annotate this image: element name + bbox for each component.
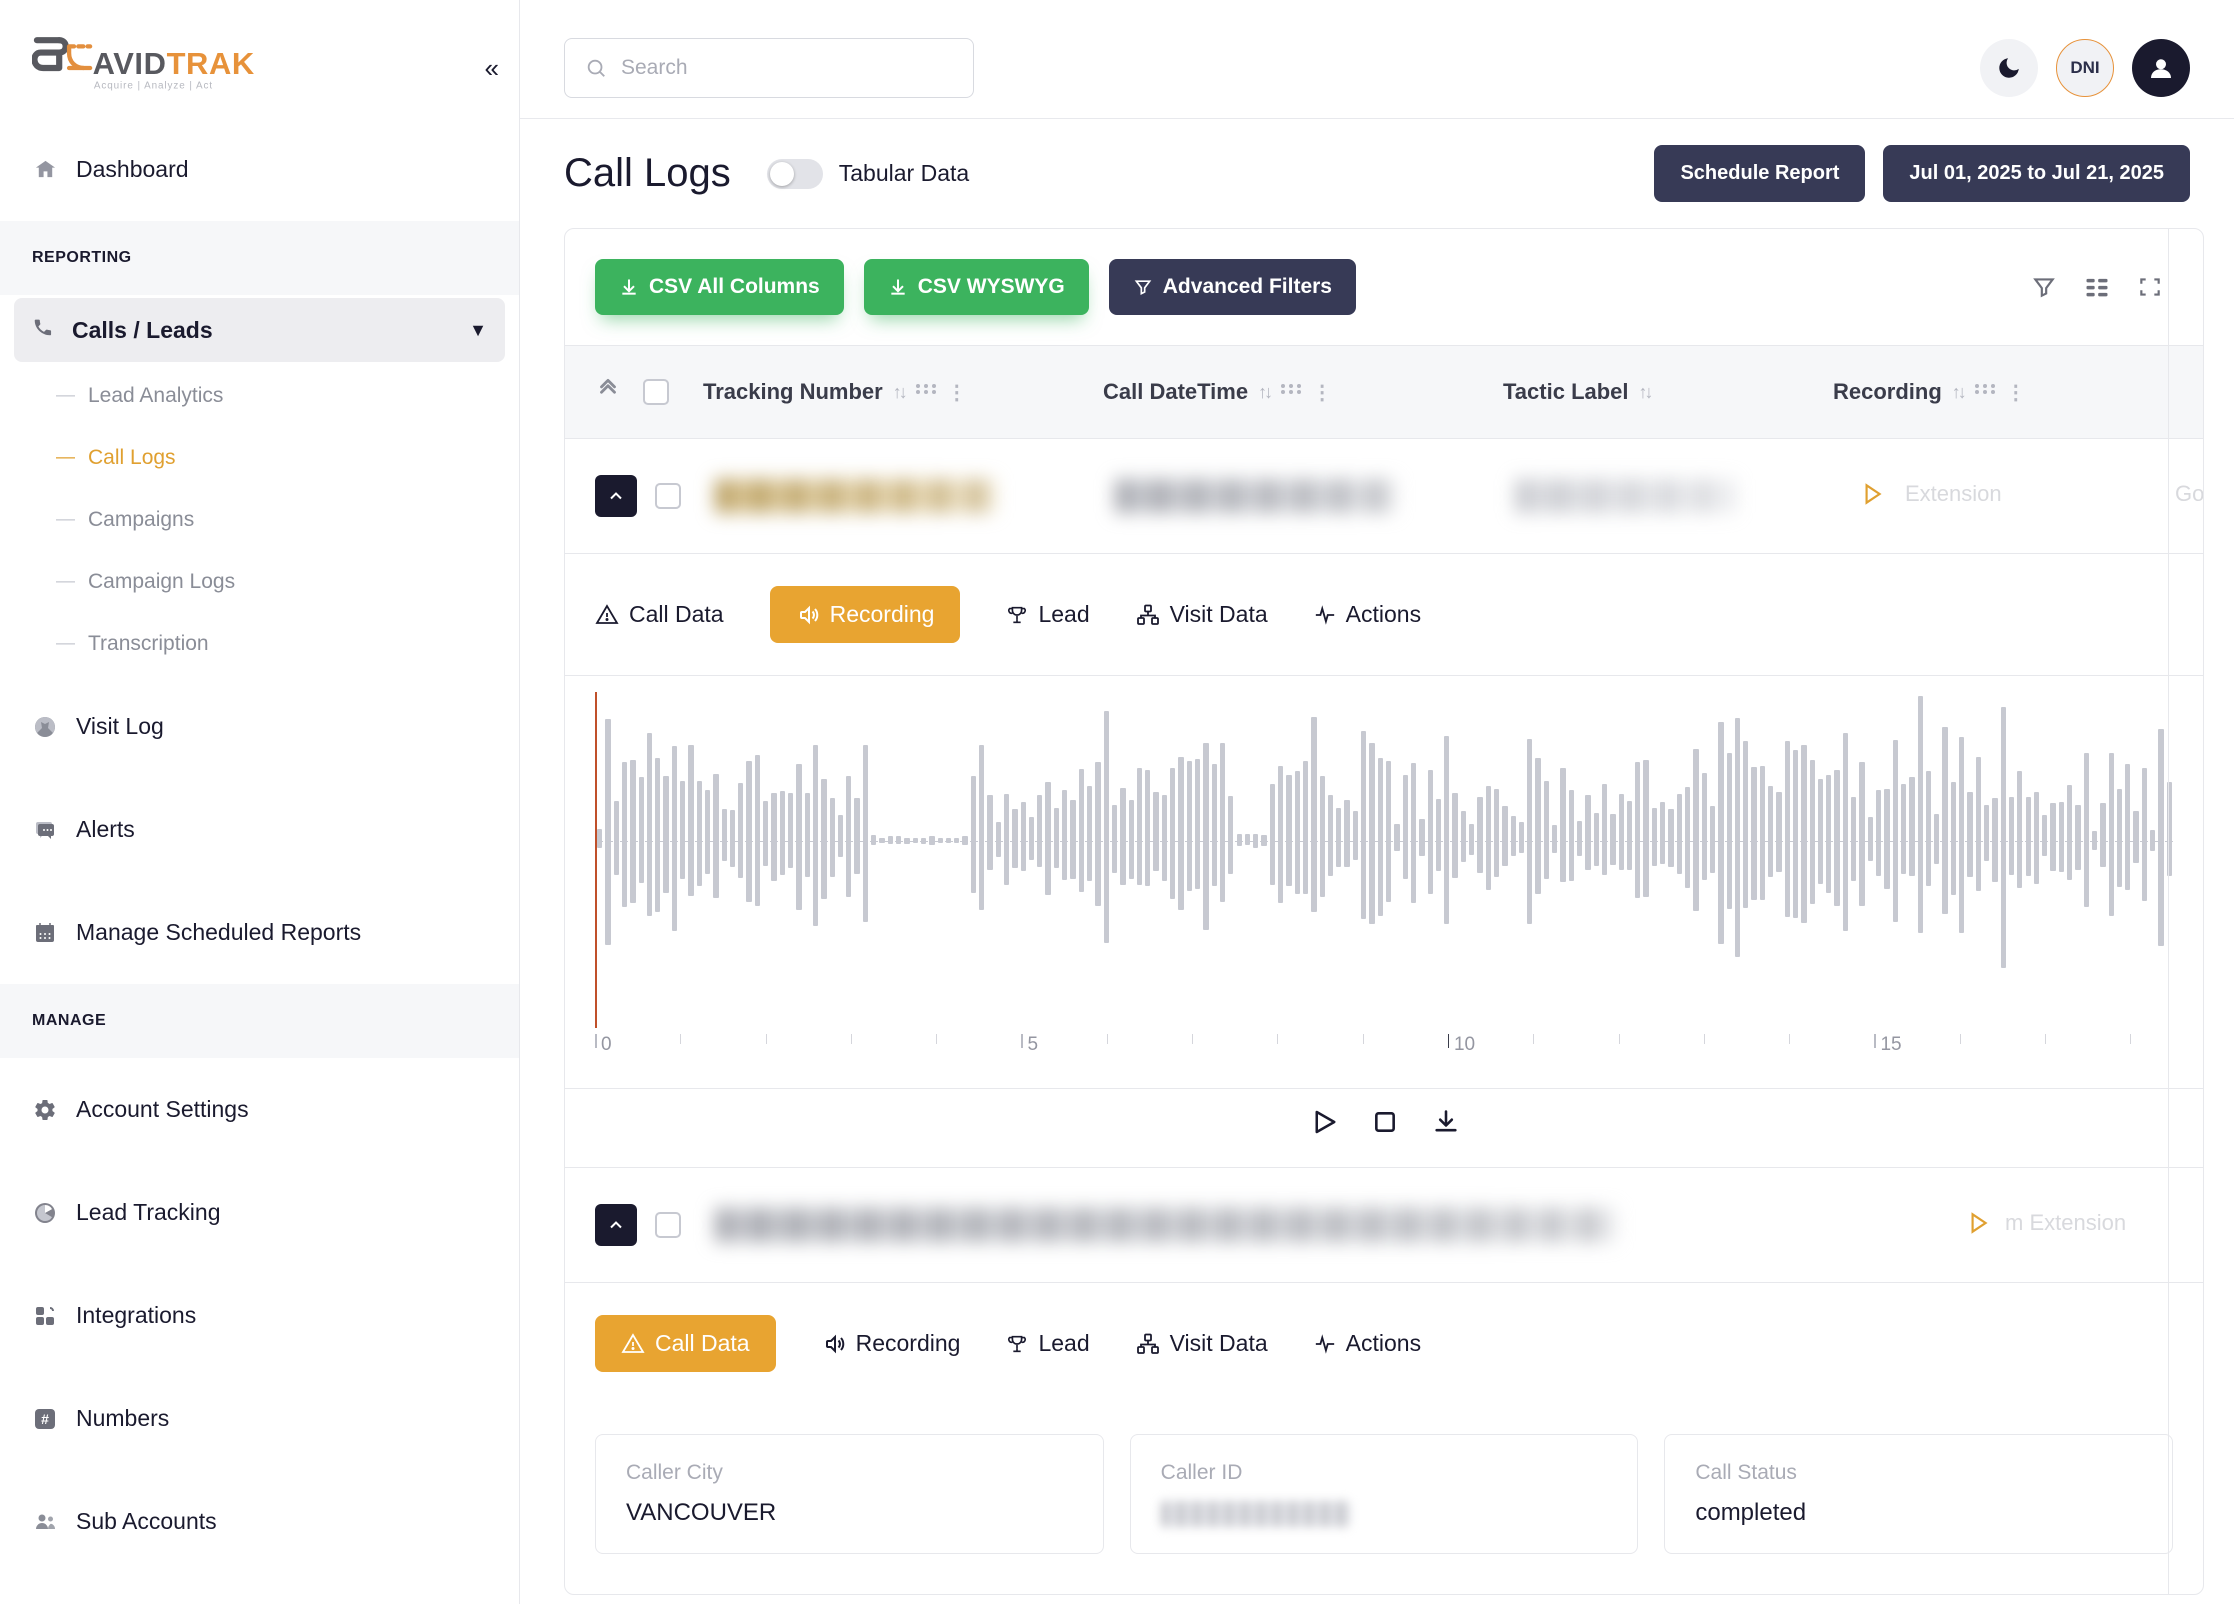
svg-text:Acquire | Analyze | Ac: Acquire | Analyze | Act [94,80,213,91]
svg-text:AVIDTRAK: AVIDTRAK [93,46,255,81]
svg-text:#: # [41,1411,49,1427]
